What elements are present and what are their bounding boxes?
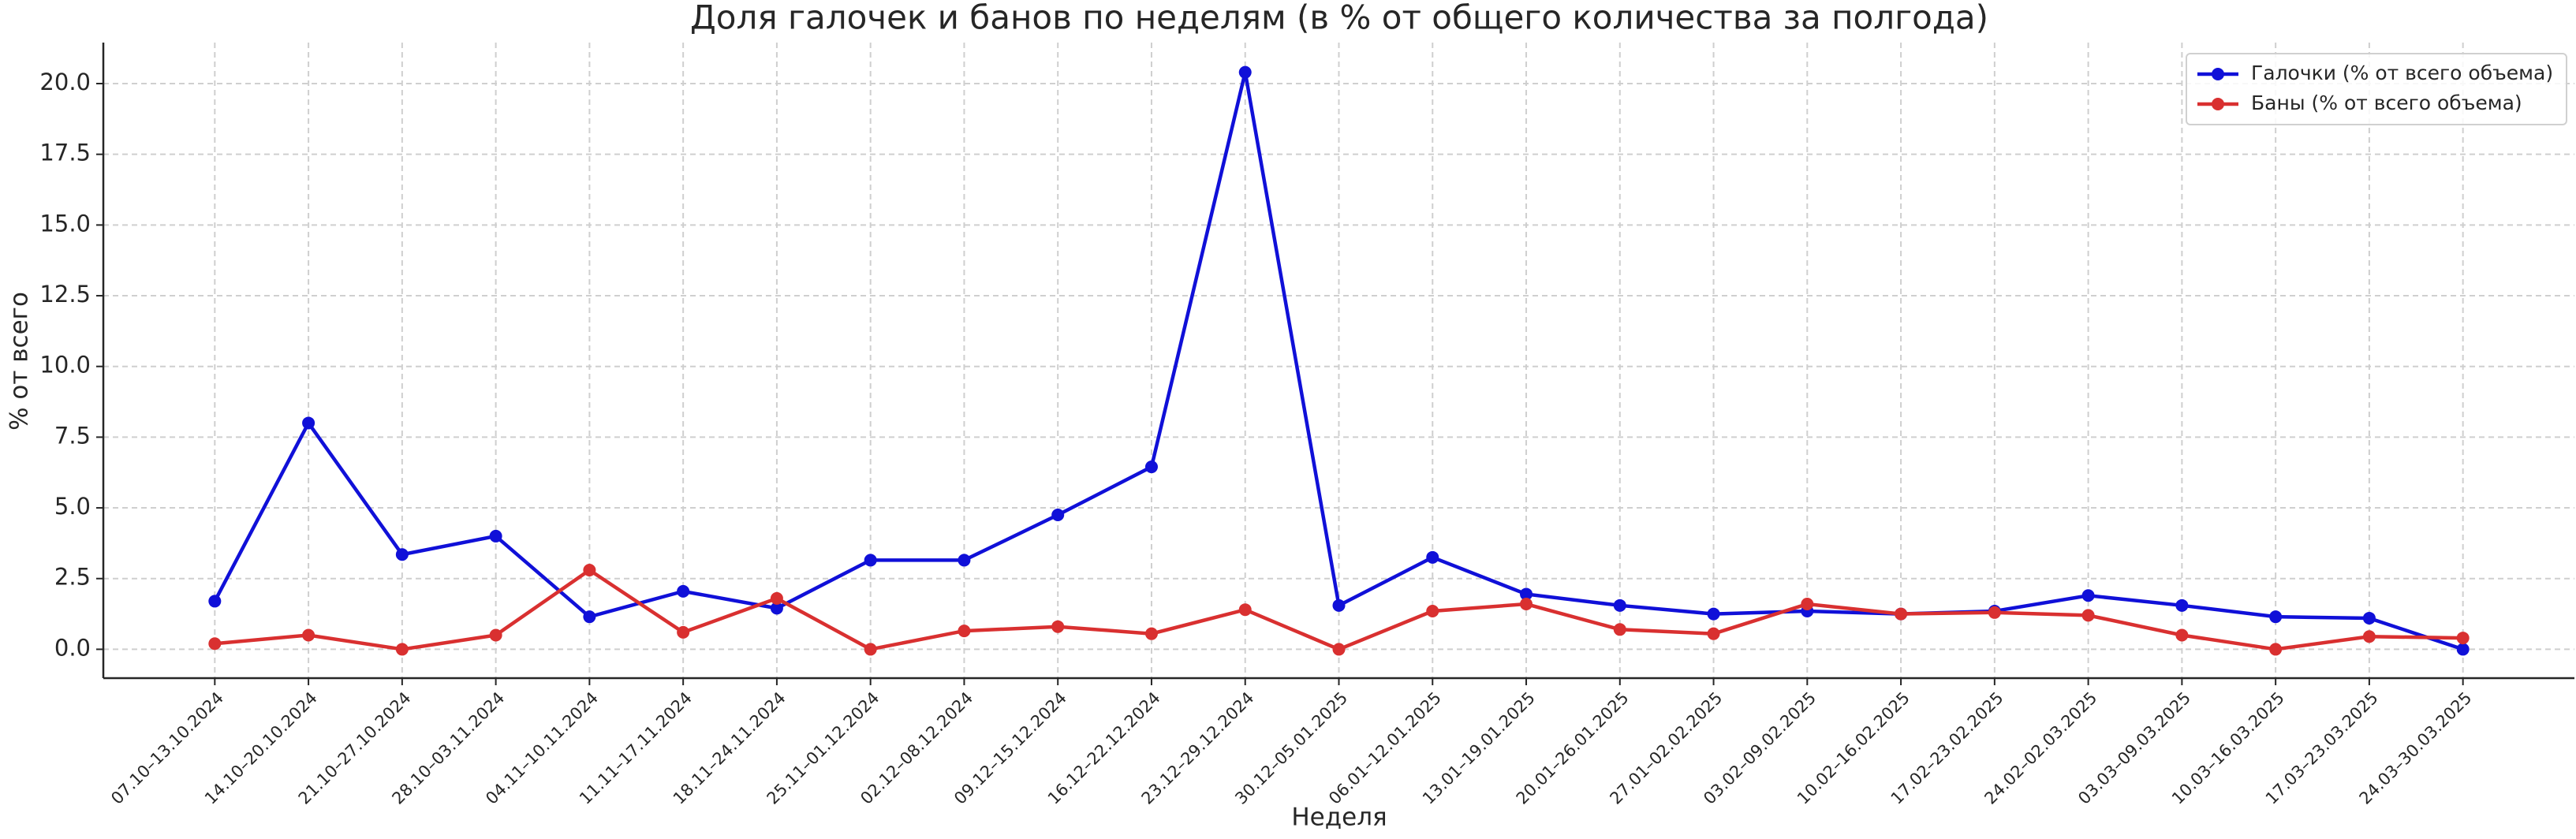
point	[1707, 627, 1720, 640]
point	[1613, 623, 1626, 636]
point	[864, 643, 877, 656]
point	[1613, 598, 1626, 612]
point	[2456, 632, 2470, 645]
legend-box	[2186, 53, 2567, 125]
point	[770, 602, 783, 615]
point	[489, 529, 502, 543]
point	[1426, 604, 1439, 617]
point	[1988, 606, 2001, 619]
x-axis-label: Неделя	[1291, 804, 1387, 832]
y-tick-label: 0.0	[54, 634, 91, 661]
point	[489, 628, 502, 642]
point	[2362, 611, 2376, 625]
point	[1144, 627, 1158, 640]
point	[2362, 630, 2376, 643]
point	[2269, 610, 2283, 624]
chart-title: Доля галочек и банов по неделям (в % от …	[690, 0, 1988, 37]
point	[1144, 461, 1158, 474]
point	[1801, 598, 1814, 611]
point	[864, 554, 877, 567]
point	[2269, 643, 2283, 656]
y-tick-label: 2.5	[54, 564, 91, 591]
y-tick-label: 15.0	[39, 210, 91, 237]
point	[583, 563, 596, 576]
point	[395, 643, 409, 656]
y-tick-label: 10.0	[39, 352, 91, 378]
y-tick-label: 5.0	[54, 493, 91, 520]
point	[2081, 589, 2095, 602]
point	[1238, 65, 1252, 79]
point	[583, 610, 596, 624]
point	[208, 595, 222, 608]
point	[958, 625, 971, 638]
y-tick-label: 12.5	[39, 281, 91, 308]
point	[1051, 509, 1065, 522]
point	[958, 554, 971, 567]
point	[302, 416, 315, 430]
point	[1520, 598, 1533, 611]
point	[1238, 603, 1252, 617]
point	[677, 625, 690, 639]
y-tick-label: 7.5	[54, 422, 91, 449]
point	[2175, 598, 2189, 612]
point	[208, 637, 222, 651]
point	[395, 548, 409, 561]
point	[1895, 607, 1908, 621]
point	[2175, 628, 2189, 642]
y-axis-label: % от всего	[6, 292, 34, 431]
point	[1426, 550, 1439, 564]
point	[302, 628, 315, 642]
point	[2081, 609, 2095, 622]
point	[1520, 587, 1533, 601]
point	[2456, 643, 2470, 656]
point	[1707, 607, 1720, 621]
point	[770, 591, 783, 605]
point	[1051, 620, 1065, 633]
legend-label: Галочки (% от всего объема)	[2251, 62, 2553, 84]
point	[1332, 598, 1346, 612]
legend-marker	[2212, 98, 2224, 110]
legend-label: Баны (% от всего объема)	[2251, 91, 2522, 114]
point	[677, 584, 690, 598]
y-tick-label: 20.0	[39, 69, 91, 95]
y-tick-label: 17.5	[39, 140, 91, 166]
point	[1332, 643, 1346, 656]
legend-marker	[2212, 68, 2224, 80]
